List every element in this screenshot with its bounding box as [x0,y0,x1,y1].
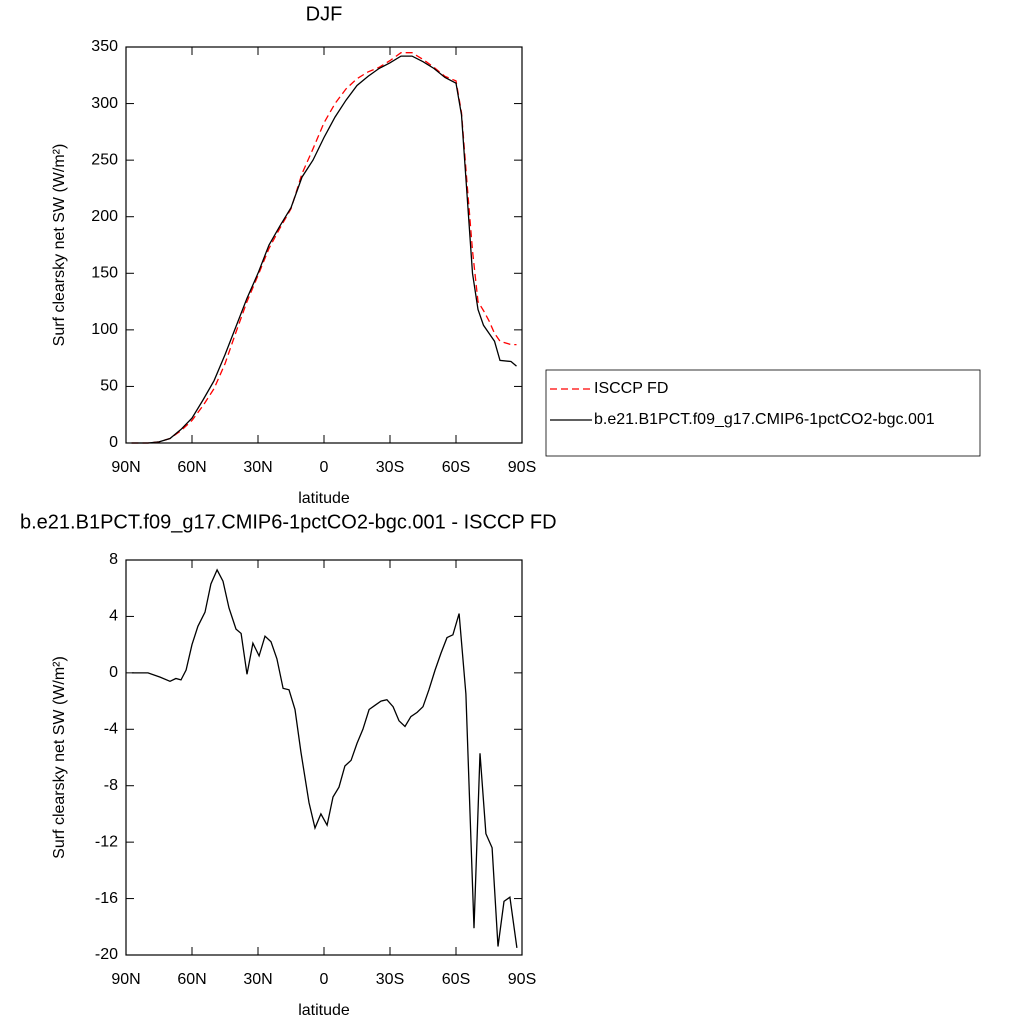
y-tick-label: 50 [100,378,118,395]
x-tick-label: 60S [442,459,470,476]
y-tick-label: 0 [109,434,118,451]
y-tick-label: 100 [91,321,118,338]
chart-title: b.e21.B1PCT.f09_g17.CMIP6-1pctCO2-bgc.00… [20,511,557,533]
y-axis-label: Surf clearsky net SW (W/m²) [51,656,68,859]
y-axis-label: Surf clearsky net SW (W/m²) [51,144,68,347]
y-tick-label: 0 [109,664,118,681]
x-tick-label: 90S [508,971,536,988]
y-tick-label: 8 [109,551,118,568]
legend-label: ISCCP FD [594,380,668,397]
y-tick-label: 350 [91,38,118,55]
y-tick-label: -4 [104,721,118,738]
y-tick-label: -8 [104,777,118,794]
x-tick-label: 90N [111,971,140,988]
plot-frame [125,46,523,444]
data-line [131,55,517,444]
x-tick-label: 30N [243,971,272,988]
data-line [131,52,517,444]
data-line [131,568,518,948]
x-tick-label: 60N [177,459,206,476]
x-tick-label: 90N [111,459,140,476]
x-axis-label: latitude [298,1002,350,1019]
legend-label: b.e21.B1PCT.f09_g17.CMIP6-1pctCO2-bgc.00… [594,411,935,428]
y-tick-label: 250 [91,151,118,168]
x-tick-label: 0 [320,459,329,476]
x-tick-label: 60S [442,971,470,988]
x-tick-label: 30N [243,459,272,476]
x-tick-label: 0 [320,971,329,988]
chart-title: DJF [306,3,343,25]
legend-box [545,369,981,457]
x-axis-label: latitude [298,490,350,507]
x-tick-label: 30S [376,971,404,988]
x-tick-label: 30S [376,459,404,476]
y-tick-label: -12 [95,833,118,850]
x-tick-label: 60N [177,971,206,988]
legend: ISCCP FD b.e21.B1PCT.f09_g17.CMIP6-1pctCO… [545,369,981,457]
y-tick-label: -16 [95,890,118,907]
y-tick-label: 150 [91,265,118,282]
x-tick-label: 90S [508,459,536,476]
y-tick-label: -20 [95,946,118,963]
y-tick-label: 200 [91,208,118,225]
plot-frame [125,559,523,956]
y-tick-label: 300 [91,95,118,112]
y-tick-label: 4 [109,608,118,625]
